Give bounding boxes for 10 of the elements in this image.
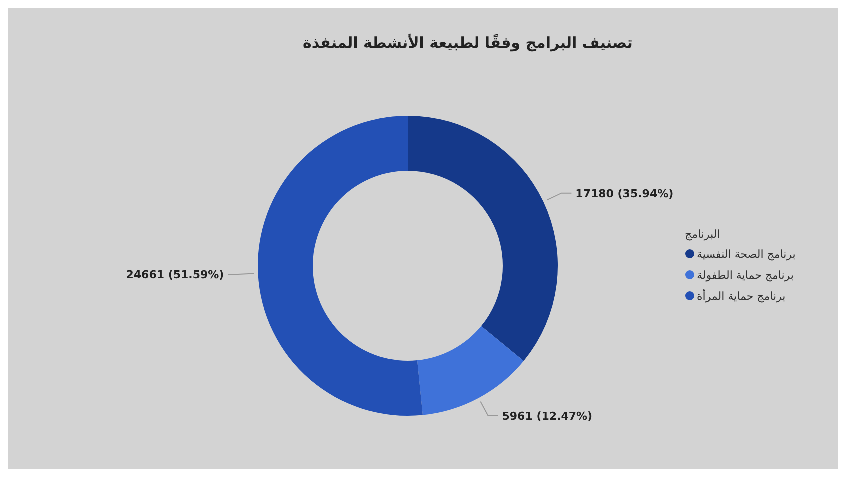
legend-label: برنامج حماية المرأة	[697, 289, 786, 303]
donut-slice	[258, 116, 423, 416]
data-label: 24661 (51.59%)	[126, 268, 224, 282]
data-label: 17180 (35.94%)	[576, 187, 674, 200]
legend-title: البرنامج	[685, 228, 720, 241]
donut-slice	[408, 116, 558, 362]
data-label: 5961 (12.47%)	[502, 410, 593, 423]
legend-label: برنامج الصحة النفسية	[697, 248, 796, 261]
legend-label: برنامج حماية الطفولة	[697, 269, 794, 282]
chart-title: تصنيف البرامج وفقًا لطبيعة الأنشطة المنفذة	[303, 33, 633, 52]
